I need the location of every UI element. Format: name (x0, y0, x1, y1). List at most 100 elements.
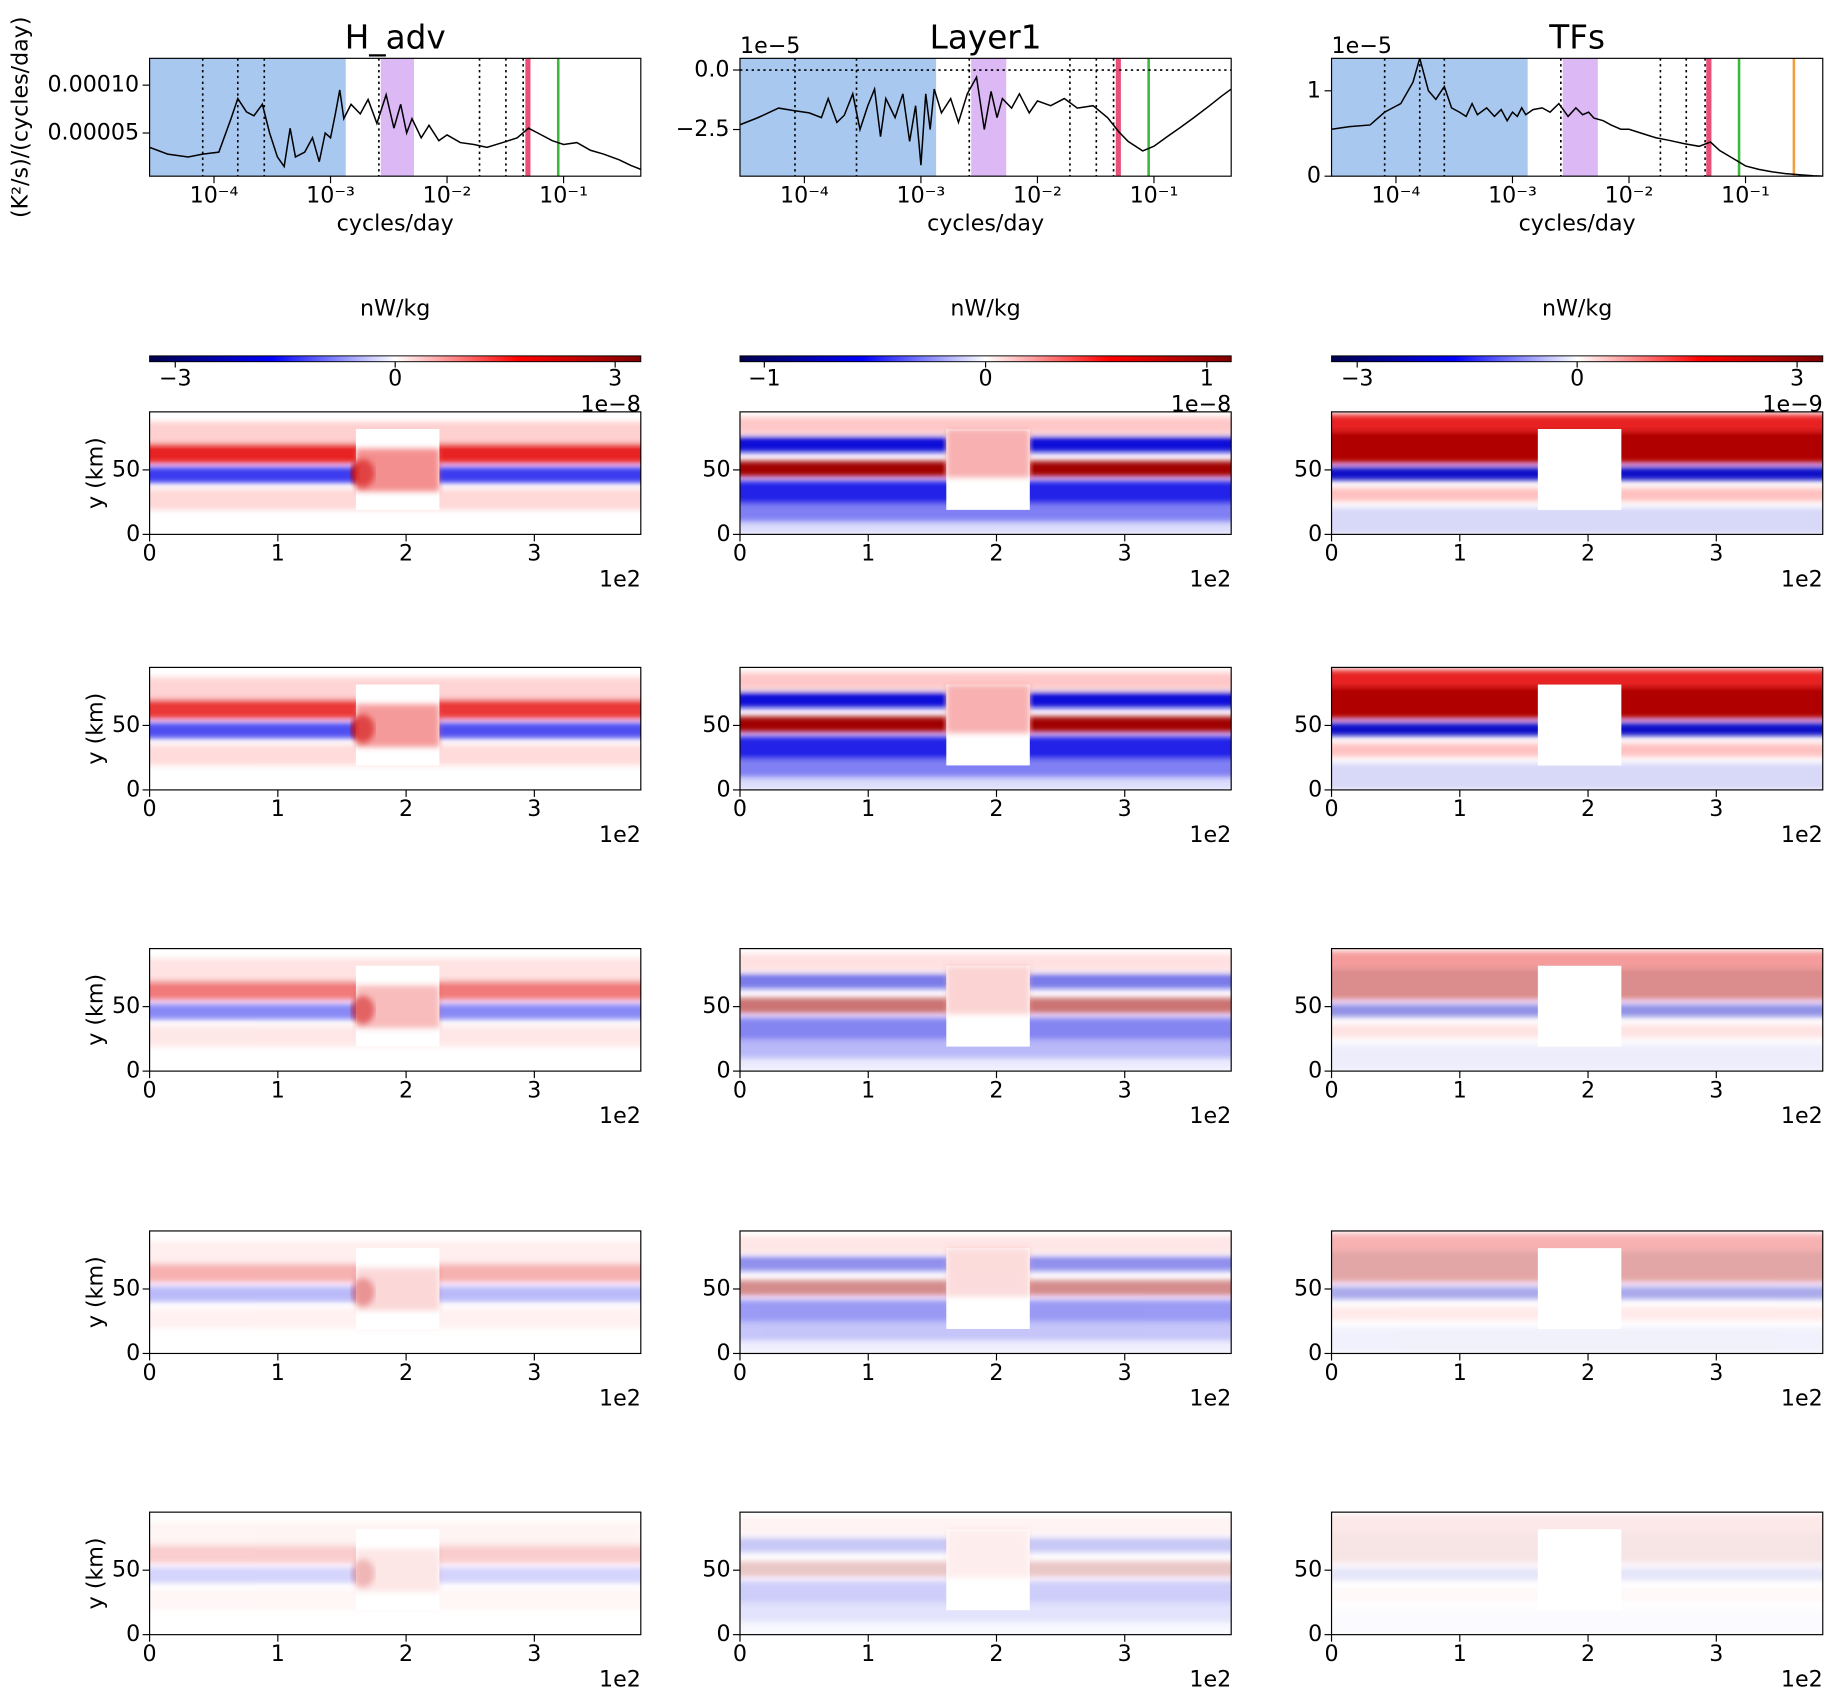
field-wake (946, 1248, 1030, 1297)
x-offset: 1e2 (1781, 1385, 1823, 1411)
field (739, 1517, 1232, 1635)
field-band (739, 1058, 1232, 1072)
x-tick-label: 2 (1581, 796, 1595, 822)
x-tick-label: 1 (861, 1641, 875, 1667)
x-tick-label: 3 (1709, 541, 1723, 567)
field (1331, 1233, 1823, 1354)
field (1331, 951, 1823, 1072)
obstacle (1537, 1248, 1622, 1329)
y-tick-label: 0 (717, 776, 731, 802)
x-tick-label: 3 (527, 1641, 541, 1667)
axes-frame (739, 1511, 1232, 1636)
x-tick-label: 3 (1709, 796, 1723, 822)
x-tick-label: 1 (1453, 796, 1467, 822)
colorbar-tick-label: 0 (388, 366, 402, 392)
y-tick-label: 0 (1308, 776, 1322, 802)
y-tick-label: 50 (702, 712, 730, 738)
field-band (739, 416, 1232, 434)
y-offset: 1e−5 (1332, 33, 1392, 59)
x-tick-label: 0 (143, 1077, 157, 1103)
y-tick-label: 50 (1294, 712, 1322, 738)
axes-frame (739, 948, 1232, 1072)
y-axis-label: (K²/s)/(cycles/day) (8, 17, 34, 218)
x-tick-label: 1 (271, 1641, 285, 1667)
field (149, 421, 641, 510)
axes-frame (1330, 411, 1824, 535)
x-tick-label: 10⁻³ (306, 183, 355, 209)
y-tick-label: 0 (717, 1621, 731, 1647)
x-tick-label: 1 (861, 796, 875, 822)
x-tick-label: 2 (989, 541, 1003, 567)
x-offset: 1e2 (599, 1667, 641, 1693)
colorbar-offset: 1e−8 (580, 391, 640, 417)
field-bands (1331, 669, 1823, 790)
field-band (739, 1517, 1232, 1535)
y-tick-label: 50 (1294, 456, 1322, 482)
field (739, 953, 1232, 1072)
x-tick-label: 2 (1581, 1077, 1595, 1103)
field-band (1331, 1607, 1823, 1635)
y-tick-label: 0 (1308, 1621, 1322, 1647)
x-tick-label: 1 (1453, 1641, 1467, 1667)
axes-frame (1330, 57, 1824, 177)
field-wake (355, 1267, 440, 1311)
field (739, 672, 1232, 790)
x-offset: 1e2 (1781, 566, 1823, 592)
spectrum-line (1331, 58, 1823, 177)
field-band (739, 1322, 1232, 1342)
y-tick-label: 50 (702, 456, 730, 482)
x-tick-label: 1 (861, 541, 875, 567)
x-tick-label: 1 (1453, 1360, 1467, 1386)
x-tick-label: 10⁻¹ (539, 183, 588, 209)
x-tick-label: 1 (861, 1077, 875, 1103)
field-band (1331, 762, 1823, 790)
field (1331, 1514, 1823, 1635)
x-tick-label: 0 (143, 541, 157, 567)
x-tick-label: 0 (1324, 1641, 1338, 1667)
field-band (739, 522, 1232, 535)
x-tick-label: 10⁻⁴ (190, 183, 239, 209)
x-offset: 1e2 (599, 822, 641, 848)
y-tick-label: 50 (112, 456, 140, 482)
y-tick-label: 0.0 (694, 57, 729, 83)
field-band (739, 1604, 1232, 1623)
x-offset: 1e2 (599, 566, 641, 592)
axes-frame (739, 1230, 1232, 1355)
x-axis-label: cycles/day (1519, 211, 1636, 237)
axes-frame (1330, 948, 1824, 1072)
colorbar-tick-label: 0 (979, 366, 993, 392)
field-band (739, 1622, 1232, 1635)
obstacle (1537, 1529, 1622, 1611)
x-tick-label: 2 (989, 796, 1003, 822)
x-tick-label: 2 (1581, 1360, 1595, 1386)
x-tick-label: 10⁻² (1605, 183, 1654, 209)
obstacle (1537, 965, 1622, 1047)
colorbar-tick-label: 0 (1570, 366, 1584, 392)
y-tick-label: 50 (1294, 1557, 1322, 1583)
x-offset: 1e2 (599, 1385, 641, 1411)
x-tick-label: 0 (143, 796, 157, 822)
field-band (739, 503, 1232, 523)
chart-title: TFs (1548, 19, 1605, 57)
x-tick-label: 10⁻⁴ (1372, 183, 1421, 209)
x-tick-label: 3 (527, 1360, 541, 1386)
y-tick-label: 0 (126, 1621, 140, 1647)
x-tick-label: 1 (271, 541, 285, 567)
y-tick-label: 50 (112, 1275, 140, 1301)
x-tick-label: 0 (733, 541, 747, 567)
x-tick-label: 3 (1709, 1641, 1723, 1667)
y-tick-label: 50 (112, 993, 140, 1019)
band (1115, 58, 1121, 177)
y-tick-label: 0 (1308, 521, 1322, 547)
x-tick-label: 0 (1324, 541, 1338, 567)
obstacle (1537, 684, 1622, 766)
chart-title: H_adv (345, 19, 446, 57)
field (1331, 669, 1823, 790)
field-band (739, 953, 1232, 971)
colorbar-offset: 1e−9 (1762, 391, 1822, 417)
band (739, 58, 937, 177)
colorbar-tick-label: −3 (1341, 366, 1374, 392)
obstacle (1537, 429, 1622, 510)
x-axis-label: cycles/day (927, 211, 1044, 237)
